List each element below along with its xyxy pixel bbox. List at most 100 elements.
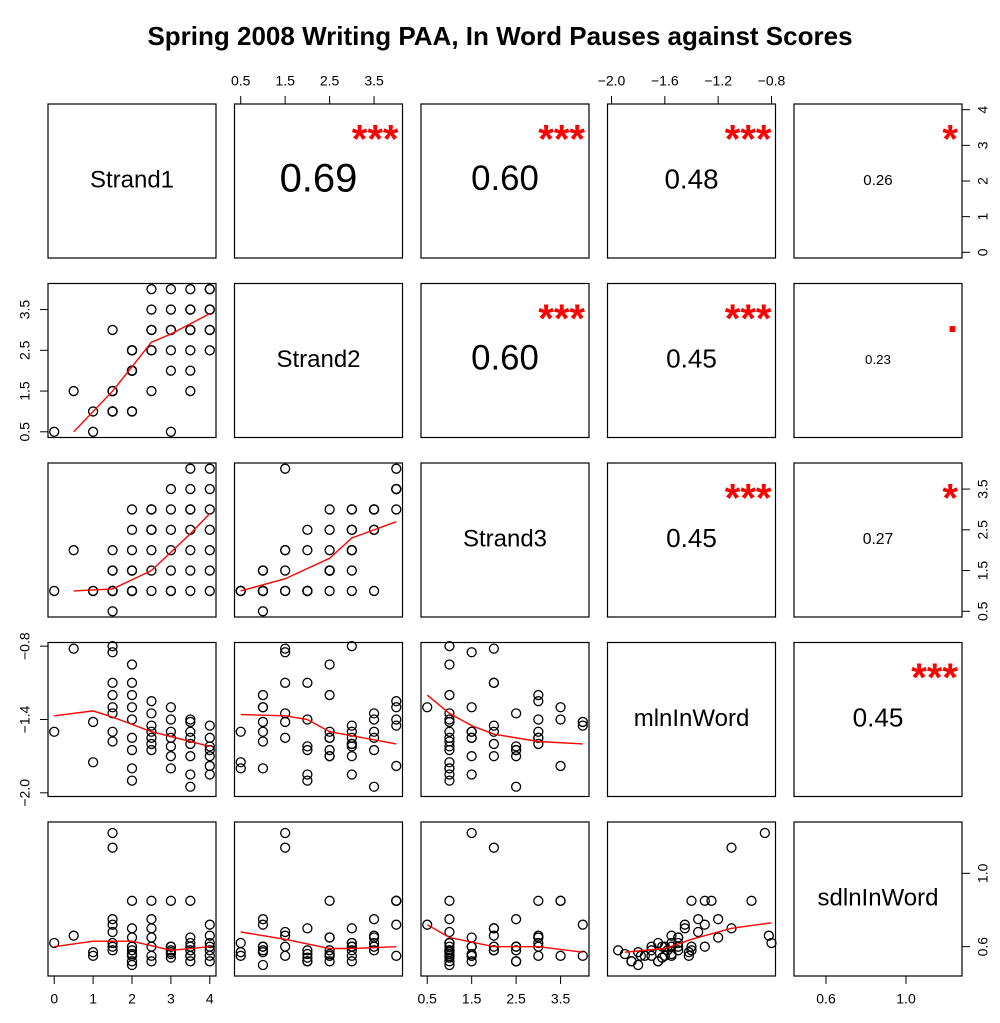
point <box>533 689 544 701</box>
point <box>346 524 357 535</box>
point <box>257 959 269 971</box>
point <box>257 585 269 597</box>
point <box>368 714 380 725</box>
x-tick-label: 2 <box>128 991 136 1007</box>
variable-name: sdlnInWord <box>818 884 939 911</box>
point <box>444 941 455 952</box>
x-tick-label: −1.6 <box>651 73 679 89</box>
point <box>533 738 544 750</box>
point <box>302 714 313 725</box>
point <box>87 406 99 417</box>
correlation-label: 0.48 <box>664 163 718 194</box>
point <box>185 365 196 376</box>
panel <box>420 103 590 259</box>
point <box>555 714 566 725</box>
point <box>204 950 215 961</box>
x-tick-label: 2.5 <box>506 991 526 1007</box>
point <box>686 941 697 952</box>
correlation-label: 0.45 <box>666 343 717 373</box>
point <box>107 677 118 688</box>
point <box>146 585 157 597</box>
panel <box>47 282 217 439</box>
x-tick-label: −2.0 <box>598 73 626 89</box>
point <box>126 585 138 597</box>
x-tick-label: 1 <box>89 991 97 1007</box>
point <box>107 926 118 938</box>
point <box>444 952 455 963</box>
point <box>444 757 455 768</box>
point <box>165 741 177 752</box>
point <box>126 732 138 743</box>
point <box>204 760 215 772</box>
point <box>646 950 657 961</box>
point <box>555 950 566 961</box>
point <box>146 324 157 336</box>
point <box>185 565 196 576</box>
point <box>204 769 215 780</box>
point <box>324 585 335 597</box>
significance-stars: *** <box>538 118 585 162</box>
point <box>444 775 455 786</box>
significance-stars: *** <box>725 118 772 162</box>
point <box>613 945 624 956</box>
correlation-label: 0.69 <box>280 157 358 201</box>
correlation-label: 0.60 <box>471 159 539 198</box>
point <box>204 463 215 474</box>
panel <box>420 821 590 977</box>
correlation-label: 0.26 <box>863 172 892 189</box>
point <box>204 565 215 576</box>
point <box>235 585 246 597</box>
smooth-line <box>240 931 397 950</box>
point <box>444 926 455 938</box>
point <box>346 545 357 556</box>
point <box>533 726 544 737</box>
point <box>126 895 138 906</box>
significance-stars: * <box>942 477 958 521</box>
panel <box>793 282 963 439</box>
point <box>165 895 177 906</box>
point <box>324 659 335 670</box>
point <box>107 689 118 701</box>
point <box>165 763 177 774</box>
point <box>683 950 694 961</box>
point <box>204 919 215 930</box>
point <box>302 769 313 780</box>
point <box>302 923 313 934</box>
point <box>257 763 269 774</box>
significance-stars: *** <box>352 118 399 162</box>
point <box>555 760 566 772</box>
point <box>165 545 177 556</box>
point <box>235 947 246 958</box>
point <box>466 647 477 658</box>
point <box>759 827 770 839</box>
point <box>165 365 177 376</box>
point <box>146 956 157 967</box>
point <box>107 606 118 617</box>
point <box>126 945 138 956</box>
point <box>204 930 215 941</box>
y-tick-label: 1 <box>975 213 991 221</box>
point <box>368 726 380 737</box>
y-tick-label: 2 <box>975 177 991 185</box>
panel <box>420 282 590 439</box>
variable-name: Strand2 <box>276 346 360 373</box>
point <box>488 643 500 654</box>
point <box>107 941 118 952</box>
point <box>346 937 357 949</box>
point <box>280 545 291 556</box>
point <box>444 914 455 925</box>
y-tick-label: 0.5 <box>975 601 991 621</box>
point <box>49 726 60 737</box>
point <box>185 950 196 961</box>
point <box>146 726 157 737</box>
significance-stars: *** <box>725 477 772 521</box>
point <box>185 945 196 956</box>
point <box>204 284 215 295</box>
point <box>280 941 291 952</box>
point <box>391 895 402 906</box>
panel <box>47 462 217 618</box>
point <box>302 545 313 556</box>
point <box>204 751 215 762</box>
point <box>146 284 157 295</box>
point <box>185 463 196 474</box>
